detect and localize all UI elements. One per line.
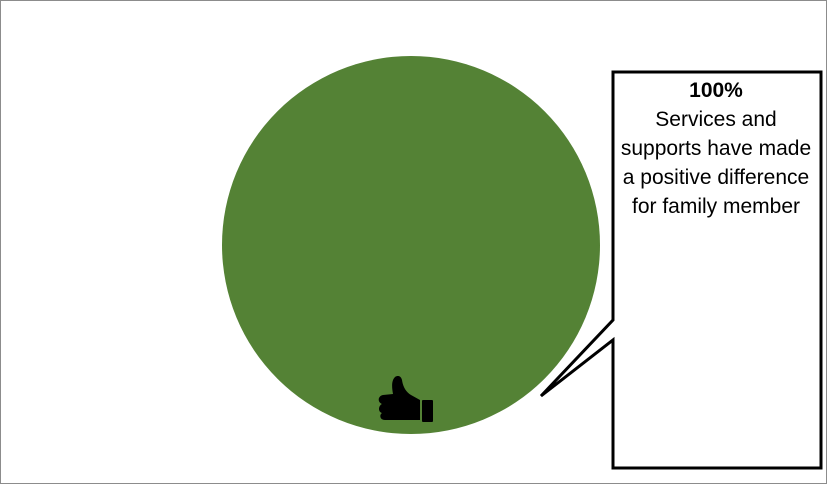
pie-slice-0 [222,56,600,434]
callout-box [539,70,823,470]
thumbs-up-icon [378,376,433,422]
callout-text: 100% Services and supports have made a p… [618,76,814,221]
callout-label: Services and supports have made a positi… [620,108,812,218]
pie-slices [222,56,600,434]
callout-value: 100% [689,79,743,102]
